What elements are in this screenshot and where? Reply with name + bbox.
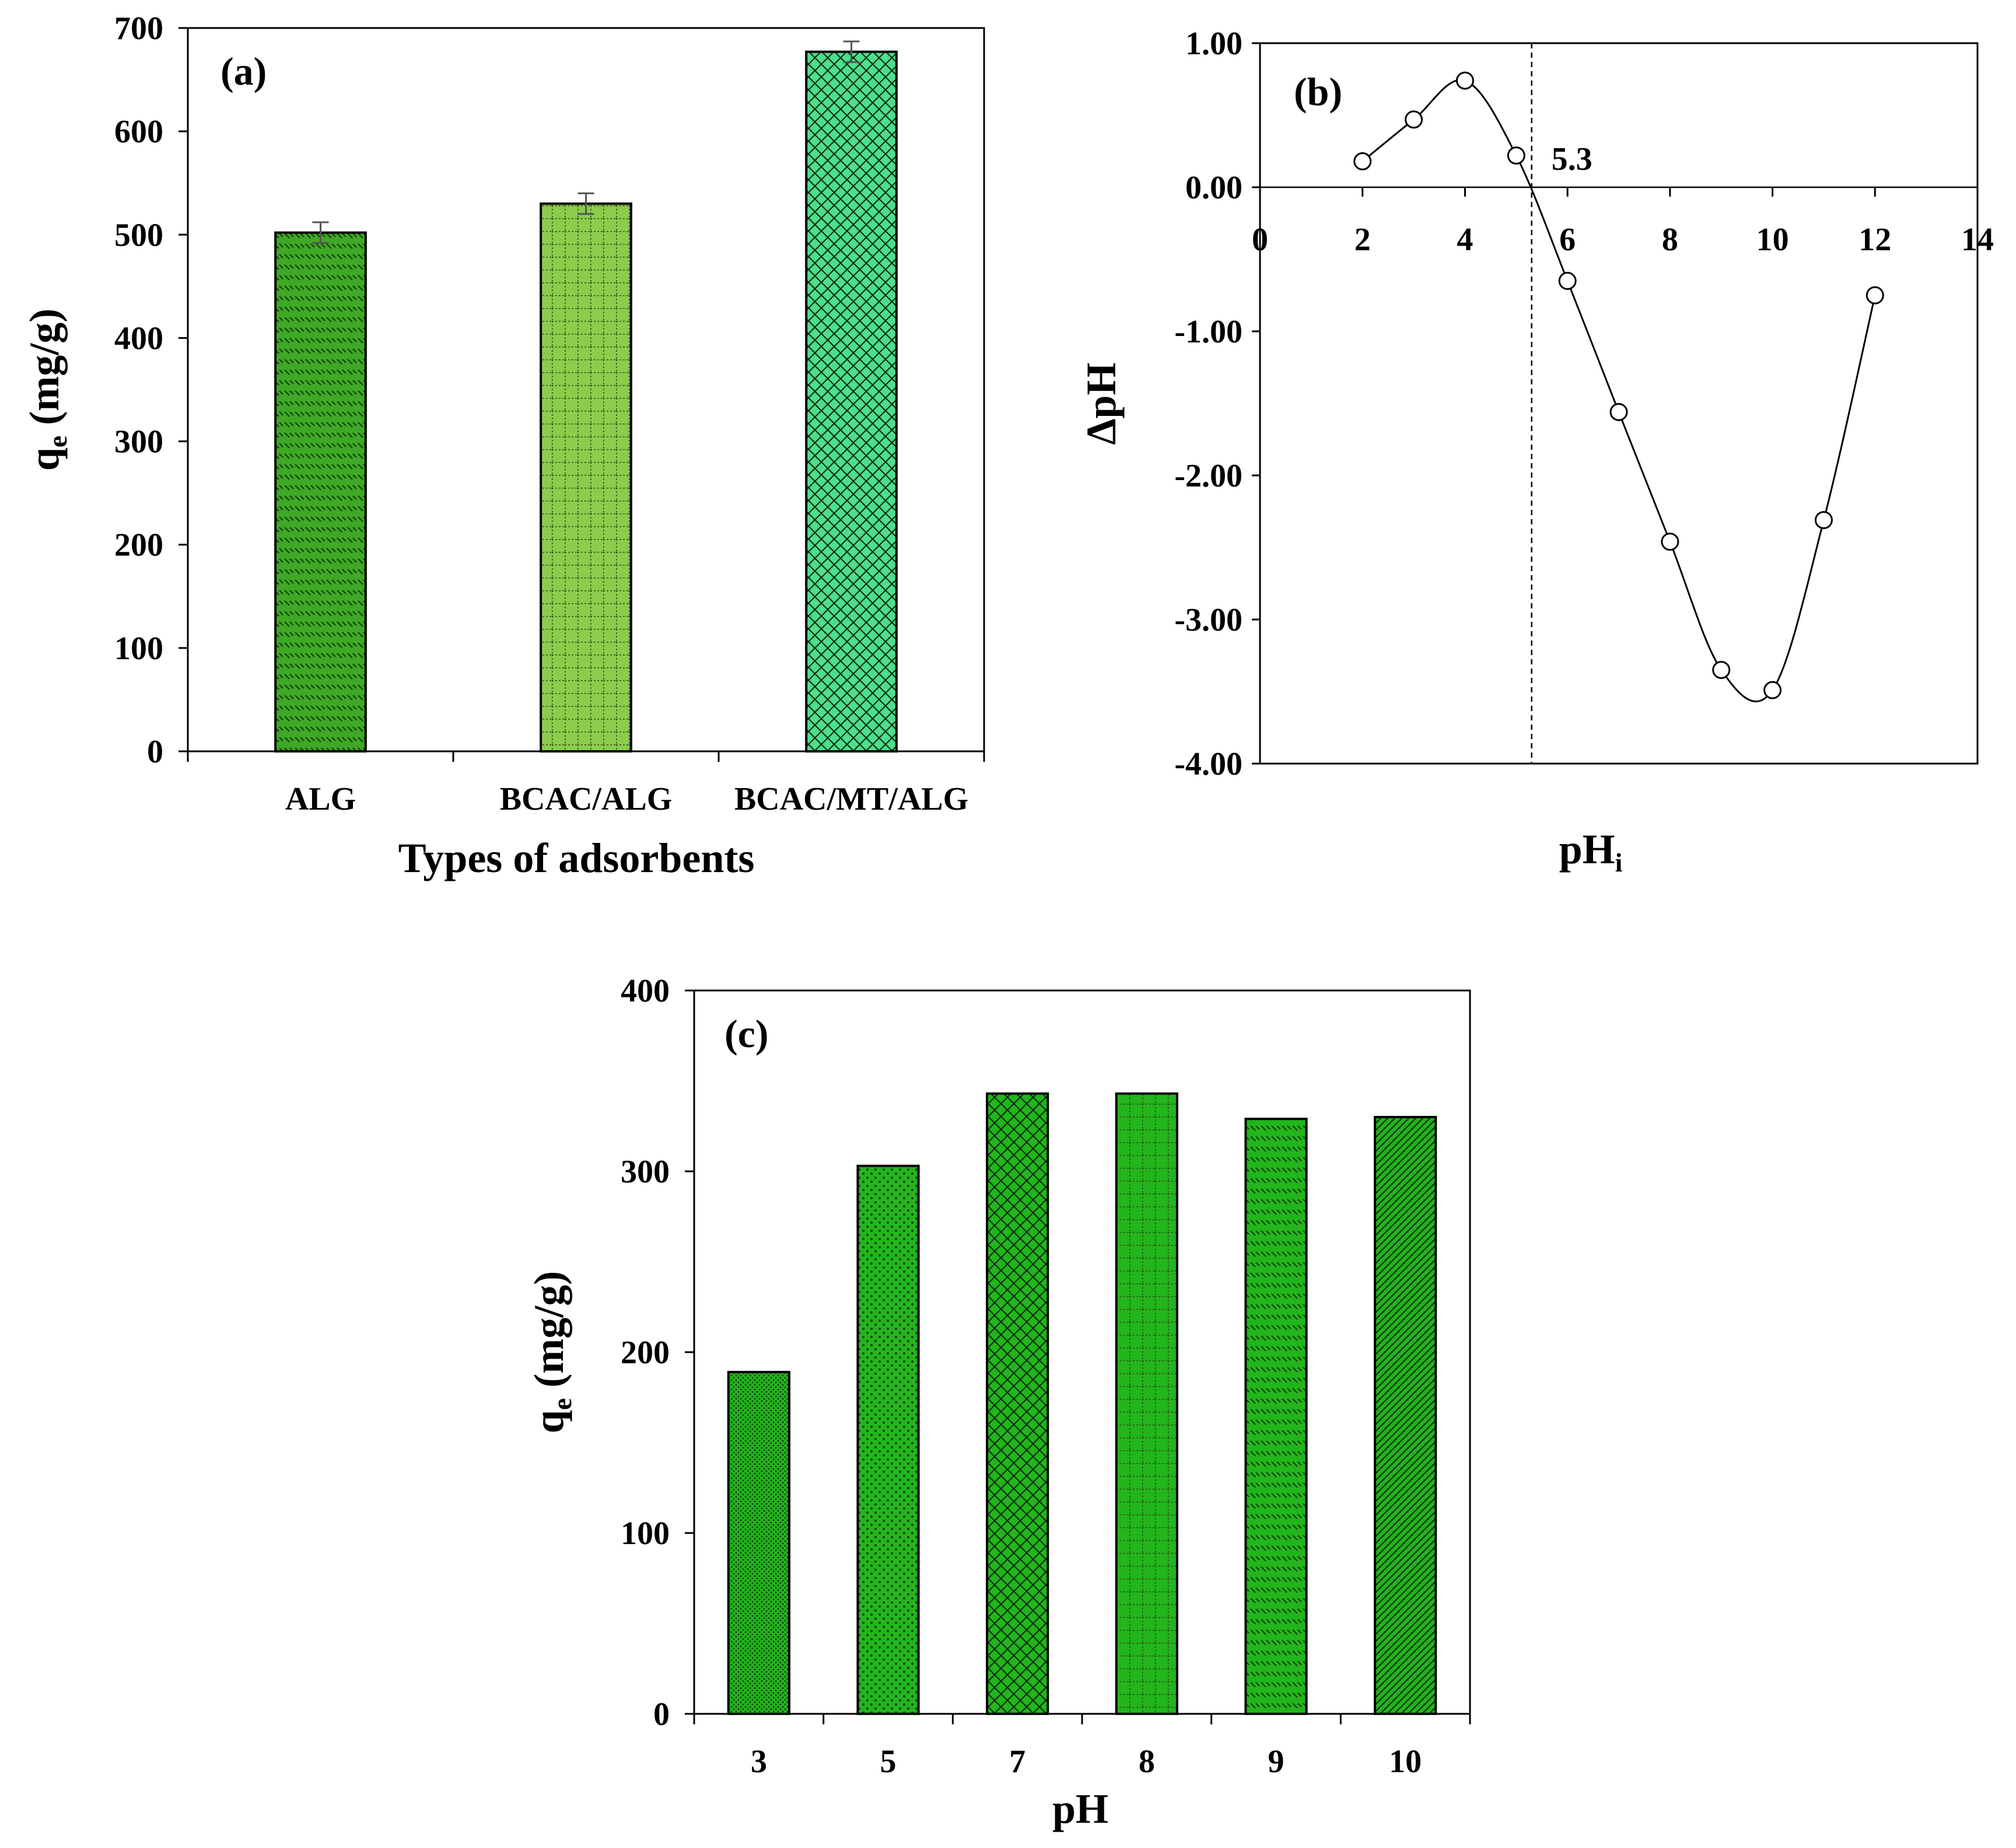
- a-y-tick-label: 100: [114, 631, 163, 667]
- b-data-point: [1712, 660, 1731, 679]
- c-x-tick-label: 3: [751, 1744, 767, 1780]
- b-data-point: [1866, 286, 1884, 304]
- b-y-tick-label: -4.00: [1174, 746, 1242, 782]
- c-y-tick-label: 200: [621, 1335, 670, 1371]
- panel-c-x-ticks: 3 5 7 8 9 10: [693, 1713, 1471, 1780]
- panel-c-y-axis-label: qe (mg/g): [526, 1271, 577, 1433]
- b-x-tick-label: 0: [1252, 222, 1268, 258]
- a-y-tick-label: 200: [114, 527, 163, 564]
- b-data-point: [1455, 71, 1474, 90]
- b-y-tick-label: -3.00: [1174, 602, 1242, 638]
- a-y-tick-label: 700: [114, 10, 163, 47]
- a-bar-1: [540, 202, 632, 752]
- c-x-tick-label: 8: [1139, 1744, 1155, 1780]
- c-y-tick-label: 300: [621, 1154, 670, 1190]
- a-x-tick-label: ALG: [285, 781, 356, 817]
- panel-a-x-ticks: ALG BCAC/ALG BCAC/MT/ALG: [187, 750, 985, 817]
- panel-c-y-ticks: 0 100 200 300 400: [621, 973, 695, 1732]
- panel-a-y-axis-label: qe (mg/g): [21, 309, 72, 471]
- a-bar-0: [274, 231, 367, 752]
- b-x-tick-label: 14: [1961, 222, 1994, 258]
- b-x-tick-label: 12: [1859, 222, 1891, 258]
- b-y-tick-label: 0.00: [1185, 170, 1242, 206]
- b-x-tick-label: 2: [1354, 222, 1371, 258]
- c-x-tick-label: 9: [1268, 1744, 1284, 1780]
- a-y-tick-label: 600: [114, 114, 163, 150]
- c-y-tick-label: 400: [621, 973, 670, 1009]
- a-y-tick-label: 500: [114, 217, 163, 253]
- panel-c-label: (c): [724, 1012, 768, 1056]
- b-data-point: [1405, 110, 1423, 129]
- panel-b-label: (b): [1294, 69, 1342, 114]
- b-data-point: [1558, 272, 1577, 290]
- a-x-tick-label: BCAC/MT/ALG: [734, 781, 968, 817]
- a-y-tick-label: 0: [147, 734, 163, 770]
- b-x-tick-label: 4: [1457, 222, 1473, 258]
- c-bar-2: [986, 1092, 1049, 1715]
- c-bar-0: [727, 1371, 790, 1716]
- c-y-tick-label: 100: [621, 1516, 670, 1552]
- panel-a-bars: [274, 40, 898, 753]
- b-data-point: [1609, 402, 1628, 421]
- panel-b-chart: (b) 0 2 4 6 8 10 12 14 1.00 0.00 -1.00 -2.00 -3.00 -4…: [1078, 26, 1994, 877]
- panel-b-y-axis-label: ΔpH: [1078, 362, 1125, 444]
- panel-c-bars: [727, 1092, 1437, 1716]
- panel-c-chart: (c) 0 100 200 300 400 3 5 7 8 9 10 qe (mg/g) pH: [526, 973, 1471, 1832]
- pzc-annotation: 5.3: [1552, 141, 1592, 177]
- panel-a-label: (a): [220, 49, 267, 93]
- b-y-tick-label: -2.00: [1174, 458, 1242, 494]
- c-x-tick-label: 7: [1009, 1744, 1026, 1780]
- panel-b-series: [1353, 71, 1884, 702]
- b-data-point: [1353, 152, 1372, 171]
- panel-a-y-ticks: 0 100 200 300 400 500 600 700: [114, 10, 189, 770]
- b-x-tick-label: 6: [1559, 222, 1576, 258]
- b-x-tick-label: 8: [1662, 222, 1678, 258]
- panel-a-chart: (a) 0 100 200 300 400 500 600 700 ALG BCAC/ALG BC…: [21, 10, 985, 881]
- panel-a-x-axis-label: Types of adsorbents: [398, 835, 755, 881]
- b-y-tick-label: -1.00: [1174, 314, 1242, 350]
- b-x-tick-label: 10: [1756, 222, 1789, 258]
- c-bar-5: [1374, 1116, 1437, 1715]
- b-data-point: [1661, 533, 1679, 551]
- b-data-point: [1763, 681, 1782, 699]
- b-data-point: [1507, 146, 1525, 165]
- a-bar-2: [805, 50, 898, 753]
- c-bar-3: [1115, 1092, 1178, 1715]
- a-y-tick-label: 400: [114, 320, 163, 356]
- c-x-tick-label: 5: [880, 1744, 897, 1780]
- b-data-point: [1814, 511, 1833, 530]
- panel-b-x-axis-label: pHi: [1559, 826, 1623, 877]
- c-bar-1: [856, 1164, 920, 1715]
- a-x-tick-label: BCAC/ALG: [500, 781, 673, 817]
- c-x-tick-label: 10: [1389, 1744, 1422, 1780]
- a-y-tick-label: 300: [114, 424, 163, 460]
- panel-b-axes: 0 2 4 6 8 10 12 14 1.00 0.00 -1.00 -2.00 -3.00 -4.00: [1174, 26, 1994, 782]
- c-y-tick-label: 0: [653, 1696, 670, 1732]
- panel-c-x-axis-label: pH: [1052, 1786, 1108, 1832]
- c-bar-4: [1244, 1118, 1308, 1715]
- b-series-line: [1362, 79, 1876, 702]
- b-y-tick-label: 1.00: [1185, 26, 1242, 62]
